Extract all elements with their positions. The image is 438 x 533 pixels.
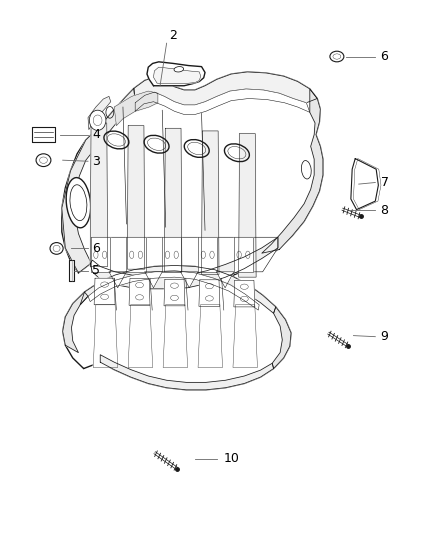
Polygon shape xyxy=(153,67,201,84)
Polygon shape xyxy=(128,305,152,368)
Polygon shape xyxy=(272,307,291,368)
Text: 10: 10 xyxy=(223,453,239,465)
Polygon shape xyxy=(162,237,181,272)
Ellipse shape xyxy=(89,110,106,131)
Polygon shape xyxy=(69,260,74,281)
Polygon shape xyxy=(199,280,220,306)
Polygon shape xyxy=(62,72,323,288)
Ellipse shape xyxy=(36,154,51,166)
Text: 5: 5 xyxy=(92,264,100,277)
Ellipse shape xyxy=(301,160,311,179)
Polygon shape xyxy=(32,127,55,142)
Polygon shape xyxy=(88,96,111,130)
Polygon shape xyxy=(63,265,291,390)
Text: 6: 6 xyxy=(381,50,389,63)
Ellipse shape xyxy=(174,67,184,72)
Polygon shape xyxy=(134,72,317,105)
Polygon shape xyxy=(92,237,278,272)
Ellipse shape xyxy=(330,51,344,62)
Polygon shape xyxy=(180,272,198,288)
Polygon shape xyxy=(63,292,88,353)
Polygon shape xyxy=(114,91,158,126)
Text: 6: 6 xyxy=(92,242,100,255)
Text: 3: 3 xyxy=(92,155,100,168)
Polygon shape xyxy=(129,279,150,305)
Polygon shape xyxy=(201,131,219,274)
Polygon shape xyxy=(127,126,145,269)
Polygon shape xyxy=(93,305,118,368)
Polygon shape xyxy=(88,271,259,310)
Polygon shape xyxy=(147,62,205,86)
Polygon shape xyxy=(233,305,258,368)
Polygon shape xyxy=(100,355,274,390)
Polygon shape xyxy=(80,265,276,313)
Polygon shape xyxy=(262,89,323,253)
Polygon shape xyxy=(109,272,127,288)
Polygon shape xyxy=(91,237,110,272)
Polygon shape xyxy=(216,272,234,288)
Polygon shape xyxy=(90,237,278,289)
Polygon shape xyxy=(234,237,253,272)
Polygon shape xyxy=(94,278,115,305)
Polygon shape xyxy=(163,305,187,368)
Text: 9: 9 xyxy=(381,330,389,343)
Polygon shape xyxy=(145,272,162,288)
Polygon shape xyxy=(198,237,217,272)
Polygon shape xyxy=(234,280,255,307)
Polygon shape xyxy=(90,123,108,266)
Ellipse shape xyxy=(50,243,63,254)
Polygon shape xyxy=(135,89,310,115)
Polygon shape xyxy=(351,159,378,209)
Polygon shape xyxy=(164,279,185,306)
Text: 7: 7 xyxy=(381,176,389,189)
Ellipse shape xyxy=(66,177,91,228)
Polygon shape xyxy=(127,237,146,272)
Polygon shape xyxy=(239,134,256,277)
Polygon shape xyxy=(62,88,135,273)
Text: 4: 4 xyxy=(92,128,100,141)
Text: 8: 8 xyxy=(381,204,389,216)
Polygon shape xyxy=(198,305,223,368)
Text: 2: 2 xyxy=(169,29,177,42)
Polygon shape xyxy=(164,128,182,272)
